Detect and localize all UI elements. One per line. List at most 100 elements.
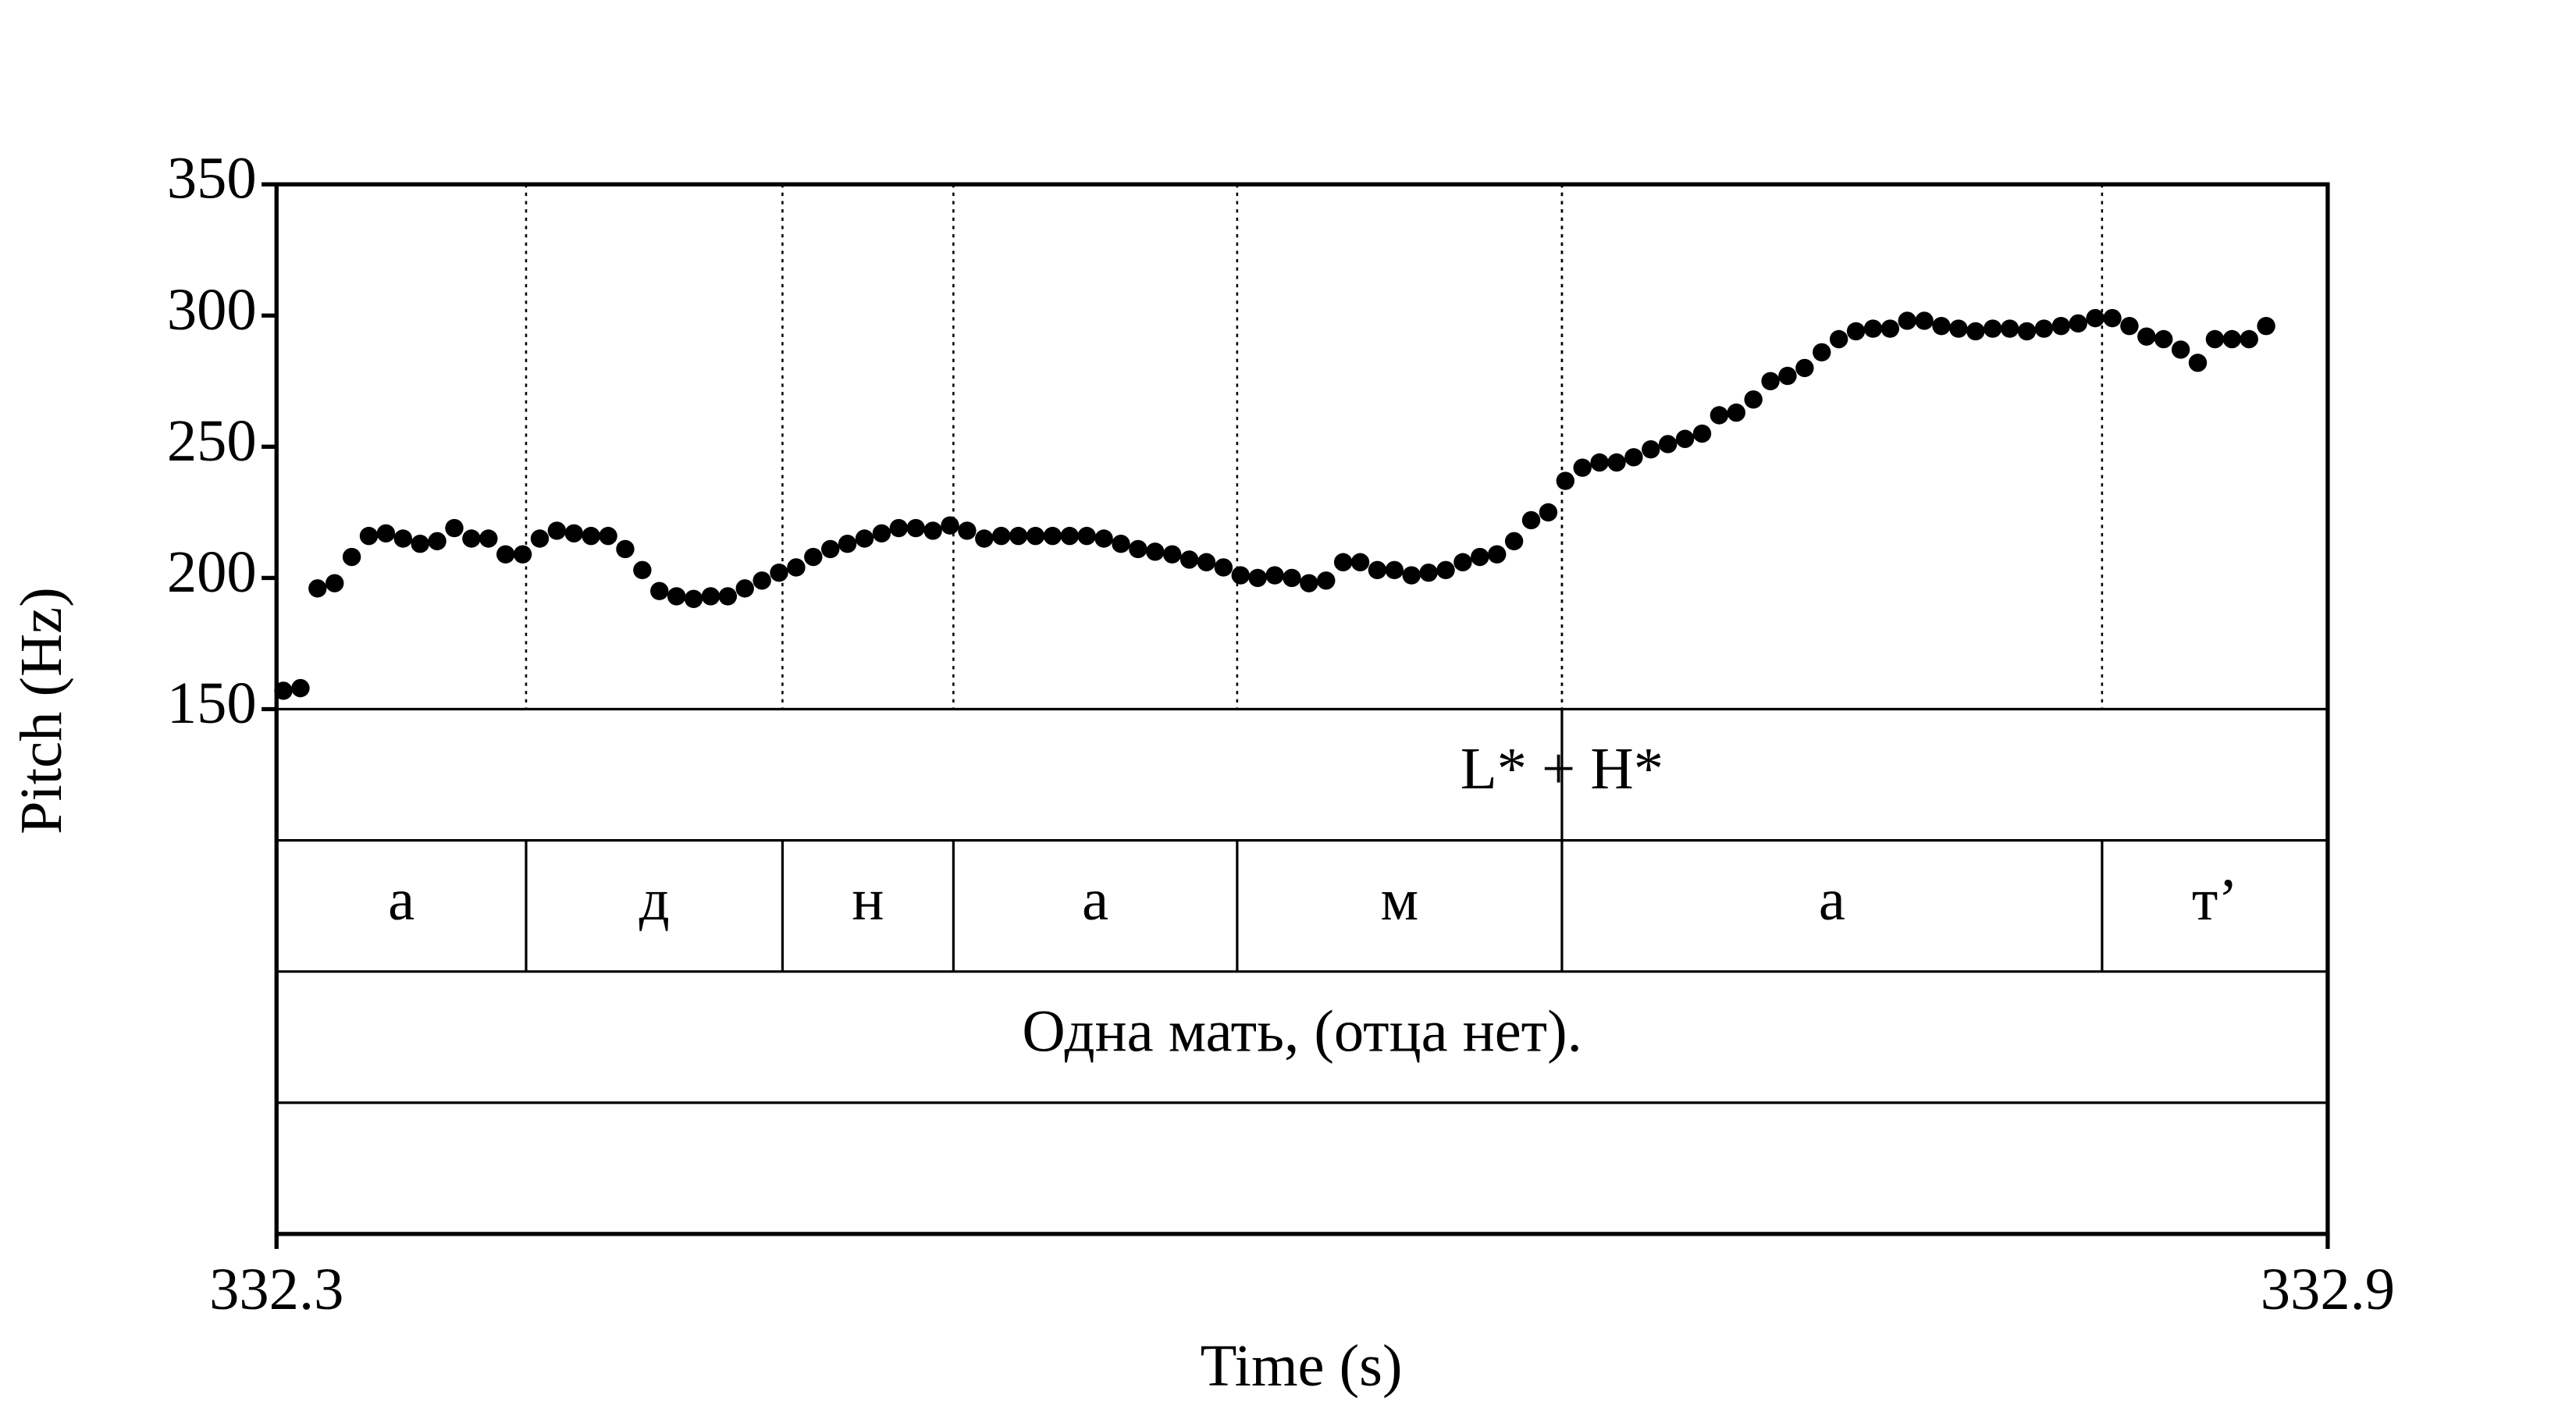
pitch-point xyxy=(1898,311,1916,330)
pitch-point xyxy=(1026,526,1045,546)
interval-label: а xyxy=(1819,866,1845,933)
pitch-point xyxy=(1350,553,1370,571)
pitch-point xyxy=(1504,532,1524,551)
pitch-point xyxy=(923,521,942,540)
pitch-point xyxy=(359,526,379,546)
pitch-point xyxy=(821,539,840,559)
pitch-point xyxy=(1915,311,1934,330)
pitch-point xyxy=(1471,547,1489,567)
pitch-point xyxy=(770,564,788,582)
pitch-point xyxy=(2017,322,2037,341)
pitch-point xyxy=(1129,539,1147,559)
pitch-point xyxy=(2034,319,2054,338)
pitch-point xyxy=(1488,545,1507,564)
pitch-point xyxy=(2000,319,2019,338)
pitch-point xyxy=(1744,390,1763,409)
pitch-point xyxy=(975,529,994,548)
pitch-point xyxy=(1624,448,1643,467)
pitch-point xyxy=(1231,566,1250,585)
pitch-point xyxy=(2154,329,2173,349)
pitch-point xyxy=(326,574,344,592)
pitch-point xyxy=(667,587,686,606)
pitch-point xyxy=(1556,471,1575,490)
pitch-point xyxy=(1727,403,1745,422)
pitch-point xyxy=(1094,529,1113,548)
pitch-point xyxy=(616,539,635,559)
pitch-point xyxy=(496,545,515,564)
x-tick-label: 332.9 xyxy=(2261,1256,2395,1322)
pitch-point xyxy=(1146,542,1165,561)
pitch-point xyxy=(2103,308,2122,328)
pitch-point xyxy=(1607,453,1626,472)
pitch-point xyxy=(1778,366,1797,386)
pitch-point xyxy=(991,526,1011,546)
pitch-point xyxy=(1112,535,1130,553)
pitch-point xyxy=(2137,327,2156,346)
pitch-point xyxy=(1863,319,1883,338)
pitch-point xyxy=(513,545,532,564)
y-tick-label: 250 xyxy=(167,407,257,474)
pitch-point xyxy=(599,526,617,546)
pitch-point xyxy=(872,524,891,542)
pitch-point xyxy=(1829,329,1848,349)
pitch-point xyxy=(1966,322,1985,341)
pitch-point xyxy=(1813,343,1831,362)
pitch-point xyxy=(804,547,823,567)
y-tick-label: 350 xyxy=(167,145,257,212)
interval-label: а xyxy=(388,866,415,933)
pitch-point xyxy=(1573,458,1592,477)
sentence-label: Одна мать, (отца нет). xyxy=(1022,998,1582,1064)
y-tick-label: 200 xyxy=(167,539,257,605)
pitch-point xyxy=(1590,453,1609,472)
pitch-point xyxy=(1436,560,1455,580)
pitch-point xyxy=(838,535,857,553)
pitch-point xyxy=(393,529,412,548)
interval-label: а xyxy=(1082,866,1108,933)
pitch-point xyxy=(2171,340,2190,359)
pitch-point xyxy=(1521,510,1541,530)
pitch-point xyxy=(1402,566,1421,585)
pitch-point xyxy=(1949,319,1968,338)
pitch-point xyxy=(1692,424,1712,443)
pitch-point xyxy=(2257,317,2275,336)
pitch-point xyxy=(582,526,600,546)
pitch-point xyxy=(1675,429,1695,448)
pitch-point xyxy=(1453,553,1472,571)
pitch-point xyxy=(1368,560,1387,580)
pitch-point xyxy=(1043,526,1062,546)
pitch-point xyxy=(1761,372,1780,390)
pitch-point xyxy=(1317,571,1336,590)
y-tick-label: 150 xyxy=(167,670,257,736)
pitch-point xyxy=(274,681,293,700)
pitch-point xyxy=(2188,354,2208,372)
pitch-point xyxy=(753,571,771,590)
pitch-point xyxy=(376,524,396,542)
pitch-point xyxy=(1248,568,1267,588)
x-tick-label: 332.3 xyxy=(209,1256,343,1322)
pitch-point xyxy=(906,518,925,538)
pitch-point xyxy=(2086,308,2105,328)
pitch-point xyxy=(1658,435,1678,454)
interval-label: д xyxy=(639,866,670,933)
pitch-point xyxy=(633,560,652,580)
point-label: L* + H* xyxy=(1461,735,1663,802)
pitch-point xyxy=(564,524,583,542)
pitch-point xyxy=(2120,317,2139,336)
pitch-point xyxy=(479,529,498,548)
pitch-point xyxy=(855,529,874,548)
pitch-point xyxy=(1880,319,1900,338)
pitch-point xyxy=(1214,558,1233,577)
interval-label: н xyxy=(852,866,884,933)
y-tick-label: 300 xyxy=(167,276,257,343)
pitch-point xyxy=(650,582,669,600)
pitch-point xyxy=(787,558,806,577)
pitch-point xyxy=(735,579,754,598)
pitch-point xyxy=(1060,526,1079,546)
pitch-point xyxy=(547,521,567,540)
pitch-point xyxy=(718,587,738,606)
pitch-point xyxy=(530,529,550,548)
pitch-point xyxy=(1197,553,1216,571)
pitch-point xyxy=(308,579,327,598)
